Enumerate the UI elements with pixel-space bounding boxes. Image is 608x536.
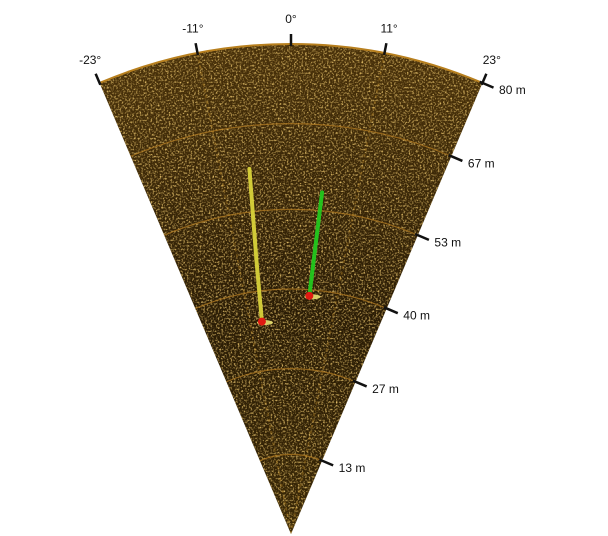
angle-tick: [194, 42, 200, 56]
range-scale: 13 m 27 m 40 m 53 m 67 m 80 m: [318, 80, 526, 475]
angle-label: -23°: [79, 53, 101, 67]
angle-tick: [94, 73, 102, 86]
angle-scale: -23° -11° 0° 11° 23°: [79, 12, 501, 86]
range-tick: [414, 232, 430, 242]
track-green: [307, 190, 325, 298]
angle-label: 0°: [285, 12, 297, 26]
range-label: 13 m: [339, 461, 366, 475]
range-ring-4: [163, 208, 419, 236]
angle-label: -11°: [182, 22, 203, 36]
range-tick: [318, 458, 334, 467]
target-marker: [305, 291, 314, 300]
range-ring-1: [259, 453, 323, 462]
angle-label: 11°: [380, 22, 397, 36]
range-tick: [479, 80, 494, 89]
range-rings: [130, 123, 452, 462]
range-tick: [448, 153, 463, 163]
range-tick: [352, 379, 368, 388]
beam-lines: [196, 52, 386, 535]
range-ring-5: [130, 123, 452, 157]
range-ring-2: [226, 368, 356, 383]
range-label: 53 m: [434, 235, 461, 249]
range-tick: [383, 306, 399, 315]
angle-label: 23°: [483, 53, 501, 67]
angle-tick: [382, 42, 388, 56]
target-marker: [257, 317, 266, 326]
range-ring-3: [195, 288, 387, 310]
track-yellow: [247, 166, 264, 324]
range-label: 80 m: [499, 83, 526, 97]
beam-line: [290, 52, 386, 535]
target-tracks: [247, 166, 325, 326]
range-label: 40 m: [403, 309, 430, 323]
beam-line: [196, 52, 292, 535]
range-label: 67 m: [468, 156, 495, 170]
range-label: 27 m: [372, 382, 399, 396]
